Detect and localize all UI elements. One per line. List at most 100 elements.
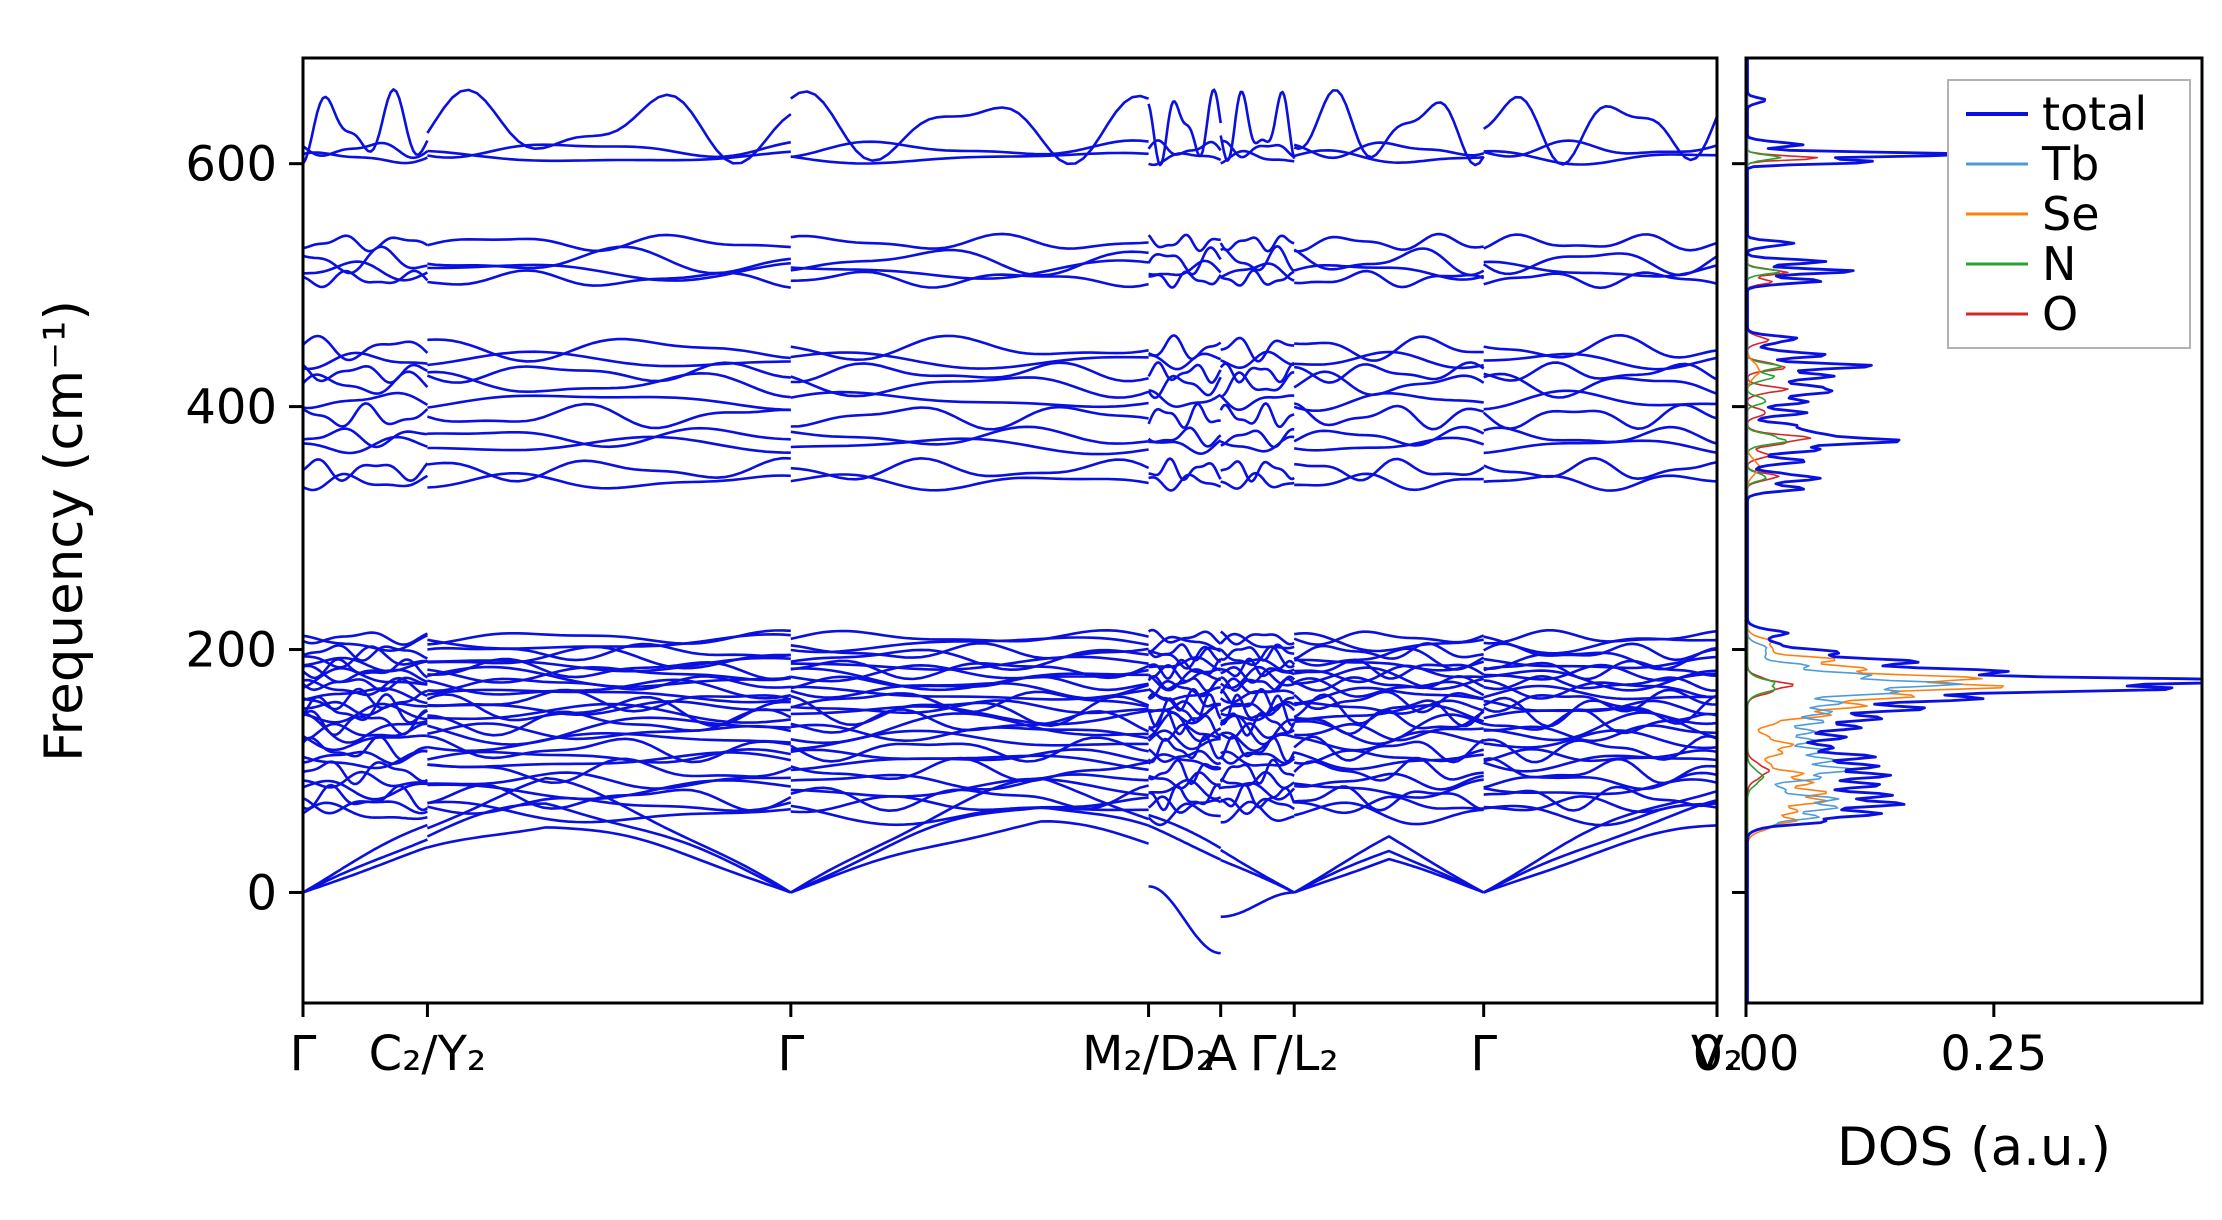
dos-series-O [1746, 59, 1819, 1003]
optical-band-line [790, 151, 1149, 165]
optical-band-line [1294, 269, 1485, 289]
optical-band-line [427, 456, 791, 483]
optical-band-line [427, 800, 791, 824]
optical-band-line [1219, 394, 1295, 412]
optical-band-line [303, 391, 429, 410]
dos-axis-label: DOS (a.u.) [1837, 1117, 2111, 1178]
optical-band-line [427, 778, 791, 801]
optical-band-line [1294, 472, 1484, 492]
optical-band-line [426, 88, 792, 165]
optical-band-line [790, 663, 1149, 683]
optical-band-line [1294, 361, 1485, 384]
legend-label-Tb: Tb [2041, 137, 2099, 191]
optical-band-line [1483, 233, 1717, 252]
k-point-label: V₂ [1691, 1026, 1743, 1082]
optical-band-line [1147, 635, 1222, 654]
optical-band-line [1147, 795, 1222, 814]
optical-band-line [1483, 729, 1717, 750]
optical-band-line [427, 783, 792, 812]
optical-band-line [790, 232, 1149, 250]
optical-band-line [790, 648, 1149, 672]
optical-band-line [426, 693, 791, 728]
optical-band-line [1147, 88, 1222, 167]
legend-label-N: N [2042, 237, 2076, 291]
frequency-axis-label: Frequency (cm⁻¹) [34, 300, 95, 762]
optical-band-line [1148, 352, 1222, 371]
optical-band-line [427, 233, 791, 253]
optical-band-line [1483, 679, 1717, 700]
acoustic-band-line [1148, 885, 1221, 955]
optical-band-line [1220, 269, 1295, 287]
optical-band-line [1147, 246, 1222, 276]
optical-band-line [427, 140, 792, 159]
optical-band-line [303, 141, 429, 160]
optical-band-line [1483, 803, 1717, 827]
optical-band-line [1148, 389, 1222, 409]
legend-label-total: total [2042, 87, 2147, 141]
optical-band-line [790, 681, 1149, 700]
optical-band-line [1483, 754, 1717, 773]
optical-band-line [1220, 149, 1295, 165]
y-tick-label: 200 [185, 623, 277, 679]
optical-band-line [1220, 350, 1295, 370]
optical-band-line [1219, 90, 1296, 162]
optical-band-line [303, 644, 428, 663]
acoustic-band-line [1293, 835, 1485, 894]
acoustic-band-line [1483, 824, 1717, 894]
optical-band-line [1148, 334, 1222, 361]
optical-band-line [1483, 425, 1717, 446]
optical-band-line [1219, 234, 1295, 253]
optical-band-line [1220, 722, 1295, 740]
optical-band-line [303, 702, 428, 724]
optical-band-line [1147, 711, 1222, 743]
optical-band-line [1483, 757, 1717, 785]
optical-band-line [303, 458, 429, 483]
optical-band-line [1482, 403, 1717, 431]
y-tick-label: 400 [185, 380, 277, 436]
optical-band-line [303, 269, 429, 289]
optical-band-line [427, 665, 791, 684]
optical-band-line [427, 402, 791, 430]
optical-band-line [427, 751, 792, 769]
optical-band-line [1220, 658, 1295, 673]
optical-band-line [1294, 350, 1484, 370]
optical-band-line [303, 712, 428, 744]
optical-band-line [1220, 336, 1295, 363]
optical-band-line [1147, 374, 1222, 400]
optical-band-line [303, 760, 428, 786]
dos-x-tick-label: 0.00 [1693, 1026, 1800, 1082]
dos-x-tick-label: 0.25 [1940, 1026, 2047, 1082]
optical-band-line [790, 636, 1149, 654]
optical-band-line [303, 687, 428, 711]
optical-band-line [1219, 632, 1295, 650]
optical-band-line [427, 394, 791, 412]
optical-band-line [1147, 748, 1222, 766]
optical-band-line [303, 749, 428, 770]
acoustic-band-line [790, 819, 1150, 894]
optical-band-line [303, 427, 428, 449]
optical-band-line [1483, 389, 1717, 411]
optical-band-line [303, 676, 428, 693]
y-tick-label: 0 [246, 865, 277, 921]
optical-band-line [790, 473, 1149, 492]
optical-band-line [1293, 641, 1484, 661]
optical-band-line [1294, 722, 1484, 742]
optical-band-line [1293, 801, 1484, 826]
optical-band-line [303, 370, 429, 395]
optical-band-line [427, 629, 791, 646]
optical-band-line [1483, 635, 1717, 655]
optical-band-line [1293, 247, 1485, 277]
acoustic-band-line [303, 823, 428, 894]
optical-band-line [1483, 655, 1717, 670]
optical-band-line [1294, 232, 1484, 253]
acoustic-band-line [1293, 857, 1485, 894]
optical-band-line [1148, 656, 1222, 672]
optical-band-line [303, 234, 429, 253]
legend-label-Se: Se [2042, 187, 2100, 241]
optical-band-line [427, 370, 791, 399]
optical-band-line [427, 734, 791, 764]
optical-band-line [303, 351, 428, 371]
optical-band-line [303, 693, 429, 724]
optical-band-line [790, 628, 1149, 643]
